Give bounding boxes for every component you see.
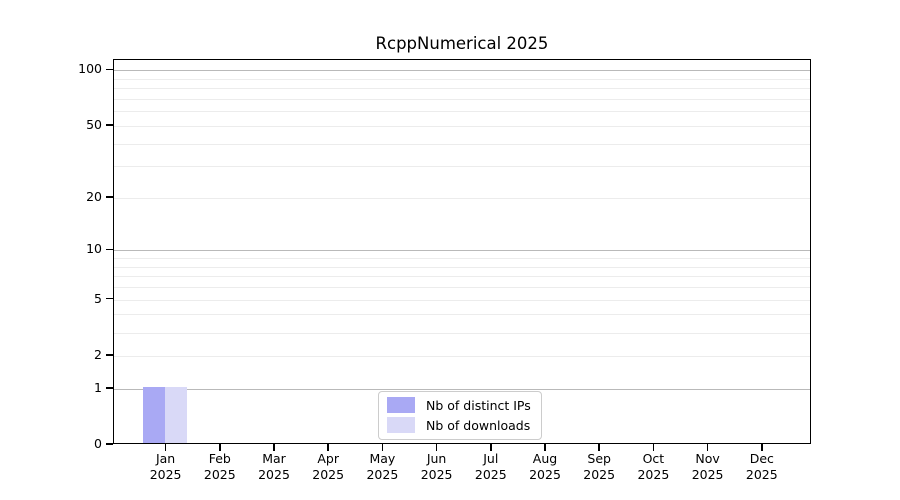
- x-axis-tick-label: Feb 2025: [188, 451, 252, 483]
- year-label: 2025: [258, 467, 290, 482]
- x-axis-tick: [327, 444, 329, 451]
- x-axis-tick: [598, 444, 600, 451]
- year-label: 2025: [691, 467, 724, 482]
- month-label: Aug: [532, 451, 558, 466]
- month-label: Apr: [317, 451, 339, 466]
- x-axis-tick: [381, 444, 384, 451]
- year-label: 2025: [745, 467, 778, 482]
- y-axis-tick-label: 5: [94, 290, 102, 306]
- x-axis-tick-label: Sep 2025: [567, 451, 631, 483]
- gridline-minor: [114, 78, 810, 80]
- legend-label: Nb of distinct IPs: [426, 397, 531, 413]
- gridline-major: [114, 70, 810, 72]
- gridline-minor: [114, 287, 810, 289]
- year-label: 2025: [149, 467, 182, 482]
- y-axis-tick: [106, 196, 113, 198]
- year-label: 2025: [474, 467, 507, 482]
- month-label: Nov: [695, 451, 720, 466]
- gridline-minor: [114, 111, 810, 113]
- x-axis-tick-label: Apr 2025: [296, 451, 360, 483]
- year-label: 2025: [637, 467, 670, 482]
- gridline-minor: [114, 197, 810, 199]
- gridline-minor: [114, 355, 810, 357]
- y-axis-tick-label: 20: [86, 188, 102, 204]
- y-axis-tick: [106, 354, 113, 356]
- gridline-minor: [114, 143, 810, 145]
- x-axis-tick: [435, 444, 438, 451]
- year-label: 2025: [583, 467, 616, 482]
- year-label: 2025: [529, 467, 561, 482]
- x-axis-tick-label: May 2025: [350, 451, 414, 483]
- gridline-minor: [114, 258, 810, 260]
- y-axis-tick-label: 0: [94, 436, 102, 451]
- x-axis-tick: [761, 444, 763, 451]
- y-axis-tick: [106, 68, 113, 71]
- year-label: 2025: [203, 467, 236, 482]
- month-label: Dec: [749, 451, 774, 466]
- x-axis-tick: [219, 444, 221, 451]
- month-label: Feb: [208, 451, 231, 466]
- plot-area: [113, 59, 811, 444]
- gridline-minor: [114, 332, 810, 334]
- x-axis-tick-label: Jan 2025: [134, 451, 198, 483]
- x-axis-tick-label: Mar 2025: [242, 451, 306, 483]
- gridline-minor: [114, 99, 810, 101]
- legend-swatch: [387, 397, 415, 413]
- year-label: 2025: [420, 467, 453, 482]
- year-label: 2025: [312, 467, 345, 482]
- legend-item: Nb of distinct IPs: [387, 397, 531, 413]
- legend-swatch: [387, 417, 415, 433]
- y-axis-tick: [106, 248, 113, 251]
- y-axis-tick: [106, 124, 113, 126]
- x-axis-tick: [652, 444, 655, 451]
- gridline-minor: [114, 166, 810, 168]
- x-axis-tick: [490, 444, 492, 451]
- x-axis-tick: [544, 444, 546, 451]
- y-axis-tick-label: 2: [94, 346, 102, 362]
- x-axis-tick: [164, 444, 167, 451]
- y-axis-tick-label: 10: [86, 241, 102, 257]
- x-axis-tick: [706, 444, 709, 451]
- chart-title: RcppNumerical 2025: [375, 34, 549, 53]
- gridline-major: [114, 250, 810, 252]
- gridline-major: [114, 388, 810, 390]
- x-axis-tick-label: Jul 2025: [459, 451, 523, 483]
- month-label: Jul: [483, 451, 499, 466]
- month-label: Jan: [155, 451, 176, 466]
- legend-label: Nb of downloads: [426, 417, 531, 433]
- month-label: Oct: [642, 451, 665, 466]
- gridline-minor: [114, 125, 810, 127]
- y-axis-tick-label: 1: [94, 379, 102, 395]
- gridline-minor: [114, 88, 810, 90]
- x-axis-tick-label: Aug 2025: [513, 451, 577, 483]
- x-axis-tick: [273, 444, 275, 451]
- bar-nb-of-distinct-ips: [143, 387, 166, 444]
- x-axis-tick-label: Oct 2025: [621, 451, 685, 483]
- legend-item: Nb of downloads: [387, 417, 531, 433]
- year-label: 2025: [366, 467, 399, 482]
- y-axis-tick: [106, 297, 113, 300]
- month-label: Sep: [587, 451, 611, 466]
- legend: Nb of distinct IPs Nb of downloads: [378, 391, 542, 440]
- y-axis-tick: [106, 443, 113, 445]
- month-label: Jun: [426, 451, 447, 466]
- y-axis-tick-label: 50: [86, 116, 102, 132]
- y-axis-tick-label: 100: [78, 61, 102, 77]
- x-axis-tick-label: Jun 2025: [405, 451, 469, 483]
- y-axis-tick: [106, 387, 113, 389]
- month-label: Mar: [262, 451, 286, 466]
- gridline-minor: [114, 276, 810, 278]
- bar-nb-of-downloads: [165, 387, 188, 444]
- x-axis-tick-label: Dec 2025: [730, 451, 794, 483]
- month-label: May: [369, 451, 396, 466]
- gridline-minor: [114, 266, 810, 268]
- gridline-minor: [114, 314, 810, 316]
- gridline-minor: [114, 299, 810, 301]
- x-axis-tick-label: Nov 2025: [676, 451, 740, 483]
